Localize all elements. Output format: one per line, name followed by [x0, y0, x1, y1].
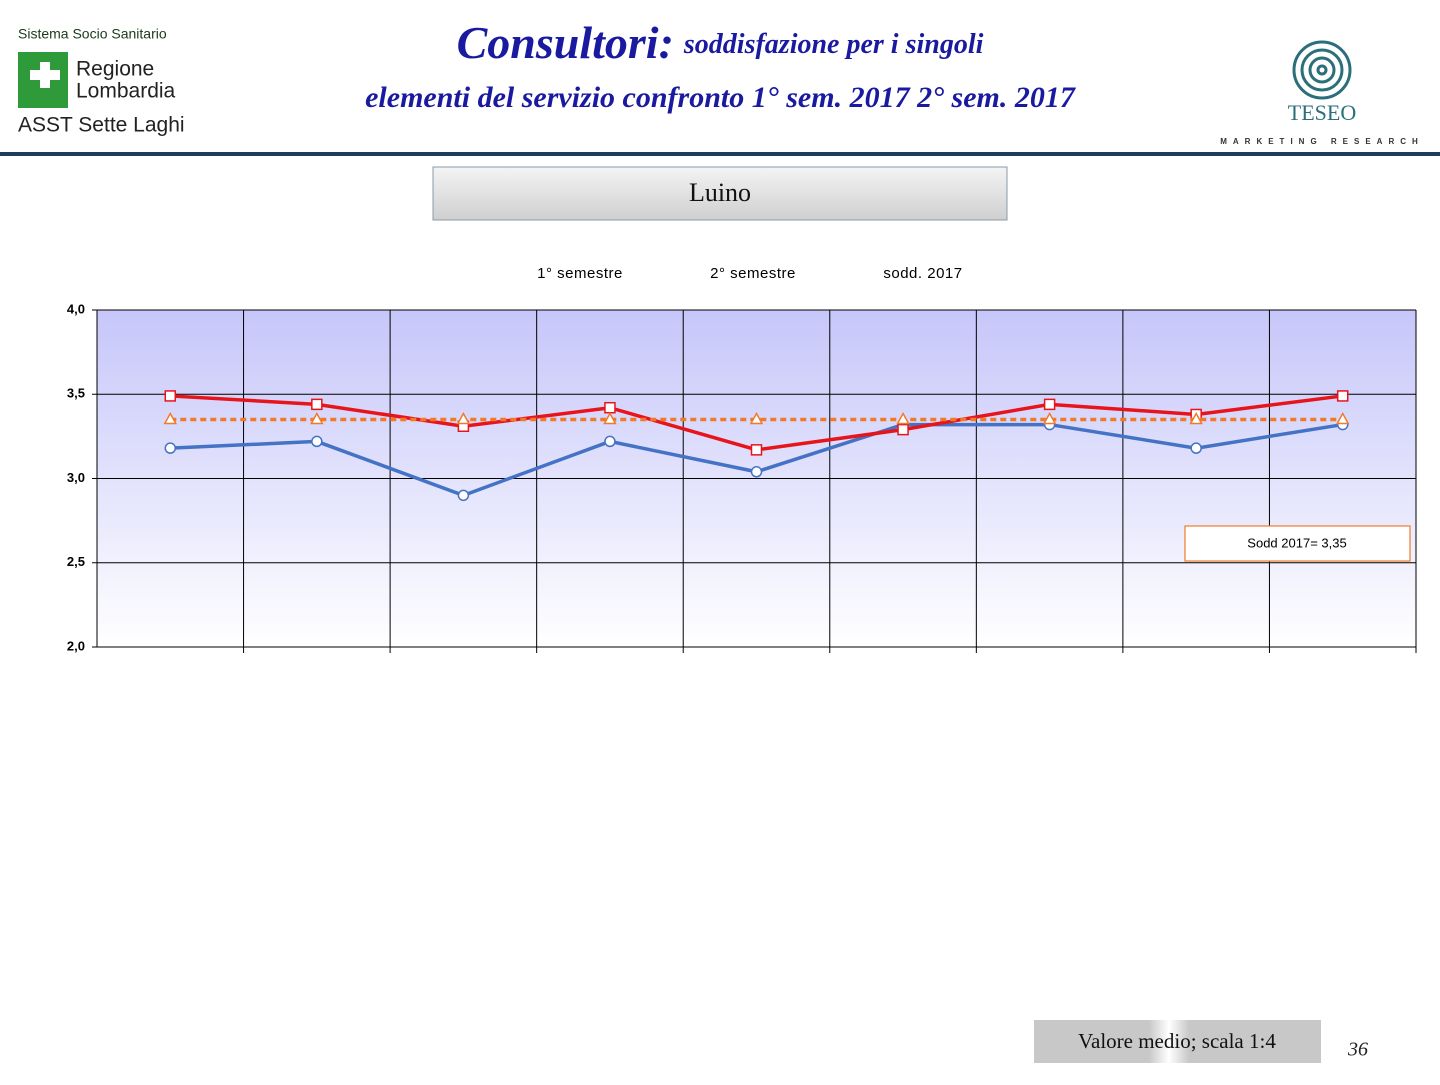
point [164, 390, 177, 402]
point [750, 466, 763, 478]
point [749, 411, 764, 425]
point [604, 435, 616, 448]
annotation: Sodd 2017= 3,35 [1247, 535, 1346, 550]
point [1043, 398, 1056, 411]
y-tick-label: 4,0 [67, 301, 85, 316]
point [1189, 411, 1203, 425]
point [163, 411, 178, 425]
point [750, 444, 763, 456]
point [311, 435, 323, 448]
point [457, 489, 470, 502]
chart: 2,0 2,5 3,0 3,5 4,0 1° semestre 2° semestre sod… [67, 265, 1417, 653]
logo-text: Sistema Socio Sanitario [18, 26, 167, 42]
logo-text: Lombardia [76, 80, 176, 103]
section-title: Luino [689, 178, 751, 207]
legend-label: 2° semestre [710, 265, 796, 282]
legend-label: 1° semestre [537, 265, 623, 282]
point [310, 411, 324, 425]
page-number: 36 [1347, 1039, 1368, 1061]
title-main: Consultori: [457, 17, 674, 68]
point [1042, 411, 1057, 425]
point [603, 411, 617, 425]
y-tick-label: 2,5 [67, 554, 85, 569]
brand: TESEO [1288, 100, 1356, 125]
y-tick-label: 3,0 [67, 470, 85, 485]
point [604, 401, 616, 414]
header-rule [0, 152, 1440, 156]
y-tick-label: 3,5 [67, 386, 85, 401]
footer-box [1034, 1020, 1321, 1063]
footer-note: Valore medio; scala 1:4 [1078, 1029, 1276, 1053]
point [456, 411, 471, 425]
point [1335, 411, 1350, 425]
section-box [432, 166, 1008, 221]
logo-cross [30, 62, 60, 88]
logo-text: Regione [76, 58, 154, 81]
annotation-box [1184, 525, 1411, 562]
brand-logo [1292, 40, 1352, 100]
point [1336, 390, 1349, 402]
logo-text: ASST Sette Laghi [18, 114, 185, 137]
point [311, 398, 323, 411]
legend-label: sodd. 2017 [883, 265, 962, 282]
y-tick-label: 2,0 [67, 638, 85, 653]
brand-tagline: MARKETING RESEARCH [1220, 137, 1424, 146]
point [897, 423, 909, 436]
title-sub: soddisfazione per i singoli [683, 29, 984, 60]
point [896, 411, 910, 425]
point [1190, 442, 1202, 454]
title-line2: elementi del servizio confronto 1° sem. … [365, 81, 1076, 114]
title: Consultori: soddisfazione per i singoli [457, 17, 984, 68]
point [164, 442, 177, 454]
